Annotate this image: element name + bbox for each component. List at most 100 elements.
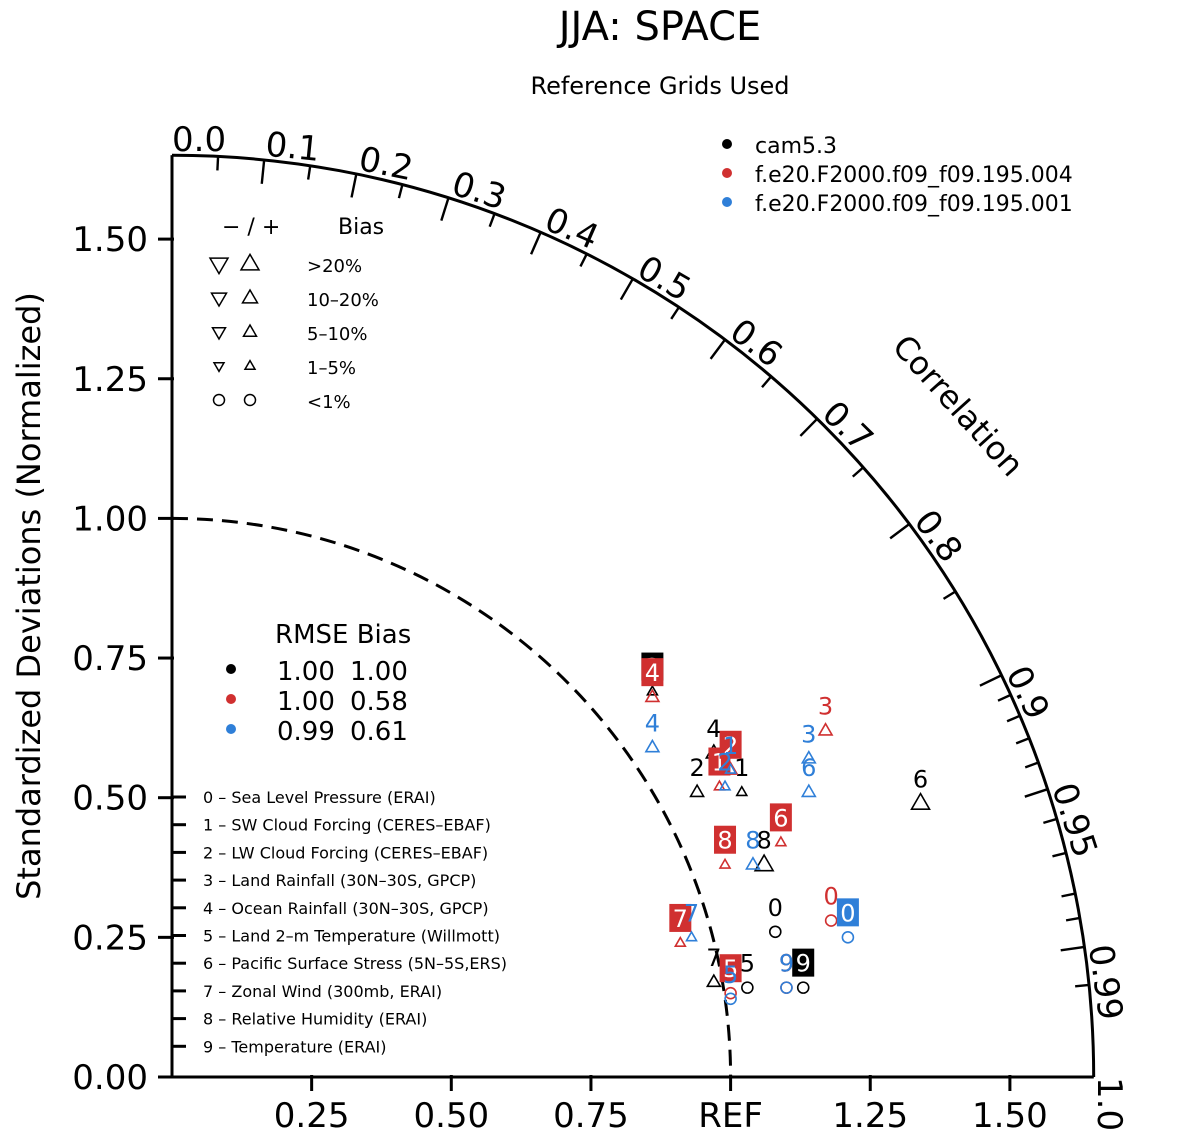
triangle-up-marker bbox=[243, 359, 257, 371]
bias-legend: − / + Bias >20% 10–20% 5–10% 1–5% <1% bbox=[208, 215, 384, 413]
data-point: 2 bbox=[717, 749, 733, 791]
bias-legend-row-label: >20% bbox=[307, 256, 362, 277]
correlation-tick-label: 0.2 bbox=[355, 139, 416, 189]
triangle-up-marker bbox=[673, 935, 687, 948]
data-point: 8 bbox=[714, 825, 737, 869]
triangle-up-marker bbox=[910, 792, 931, 811]
label-box bbox=[836, 898, 859, 927]
series-dot bbox=[722, 139, 732, 149]
bias-legend-signs: − / + bbox=[222, 215, 280, 240]
data-point: 9 bbox=[779, 950, 794, 994]
x-tick-label: 0.25 bbox=[274, 1096, 350, 1135]
point-label: 8 bbox=[756, 827, 771, 855]
triangle-up-marker bbox=[646, 684, 659, 696]
label-box bbox=[719, 954, 742, 983]
data-point: 3 bbox=[817, 693, 834, 736]
label-box bbox=[719, 730, 742, 759]
variable-list-item: 9 – Temperature (ERAI) bbox=[203, 1037, 387, 1056]
point-label: 4 bbox=[645, 659, 660, 687]
correlation-minor-tick bbox=[1024, 761, 1039, 769]
correlation-label: Correlation bbox=[885, 327, 1031, 484]
correlation-tick-label: 0.99 bbox=[1080, 942, 1130, 1023]
data-point: 6 bbox=[769, 803, 792, 847]
data-point: 4 bbox=[644, 709, 661, 753]
triangle-up-marker bbox=[724, 762, 737, 774]
stats-bias: 0.58 bbox=[350, 687, 408, 717]
triangle-up-marker bbox=[705, 973, 722, 988]
stats-bias: 1.00 bbox=[350, 657, 408, 687]
triangle-up-marker bbox=[753, 853, 775, 872]
series-name: cam5.3 bbox=[755, 134, 837, 159]
correlation-minor-tick bbox=[1052, 851, 1067, 858]
point-label: 4 bbox=[706, 715, 721, 743]
series-dot bbox=[226, 694, 236, 704]
correlation-tick bbox=[529, 231, 542, 255]
series-dot bbox=[226, 664, 236, 674]
x-tick-label: 1.25 bbox=[832, 1096, 908, 1135]
correlation-tick-label: 0.7 bbox=[814, 393, 881, 459]
point-label: 1 bbox=[734, 754, 749, 782]
circle-marker bbox=[841, 931, 855, 944]
point-label: 6 bbox=[773, 804, 788, 832]
circle-marker bbox=[768, 925, 782, 939]
data-point: 1 bbox=[734, 754, 749, 797]
point-label: 9 bbox=[796, 950, 811, 978]
data-point: 7 bbox=[669, 903, 692, 948]
x-tick-label: 0.50 bbox=[413, 1096, 489, 1135]
correlation-minor-tick bbox=[1043, 817, 1058, 824]
x-tick-label: REF bbox=[698, 1096, 763, 1135]
data-point: 8 bbox=[753, 827, 775, 872]
triangle-up-marker bbox=[718, 857, 732, 869]
data-points: 012345678901234567890123456789 bbox=[641, 652, 931, 1006]
circle-marker bbox=[724, 992, 737, 1006]
stats-rmse: 1.00 bbox=[277, 687, 335, 717]
y-tick-label: 1.50 bbox=[72, 220, 148, 260]
correlation-minor-tick bbox=[1061, 892, 1076, 898]
outer-arc bbox=[171, 153, 1096, 1078]
chart-subtitle: Reference Grids Used bbox=[530, 72, 789, 100]
correlation-tick bbox=[1024, 788, 1048, 798]
data-point: 8 bbox=[745, 827, 761, 870]
y-tick-label: 1.25 bbox=[72, 360, 148, 400]
triangle-up-marker bbox=[745, 856, 761, 870]
data-point: 0 bbox=[836, 898, 859, 944]
axes: 0.000.250.500.751.001.251.500.25 0.50 0.75… bbox=[72, 153, 1096, 1135]
data-point: 7 bbox=[705, 944, 722, 988]
point-label: 2 bbox=[723, 732, 738, 760]
point-label: 2 bbox=[689, 754, 704, 782]
label-box bbox=[641, 658, 664, 687]
variable-list-item: 7 – Zonal Wind (300mb, ERAI) bbox=[203, 982, 442, 1001]
label-box bbox=[669, 903, 692, 932]
label-box bbox=[792, 948, 815, 977]
correlation-minor-tick bbox=[216, 156, 220, 171]
data-point: 4 bbox=[641, 658, 664, 703]
correlation-tick-label: 0.8 bbox=[906, 503, 970, 570]
correlation-minor-tick bbox=[397, 184, 404, 199]
data-point: 5 bbox=[723, 961, 738, 1006]
correlation-minor-tick bbox=[670, 306, 680, 320]
correlation-tick bbox=[260, 159, 266, 184]
bias-legend-header: Bias bbox=[338, 215, 384, 240]
correlation-minor-tick bbox=[579, 253, 588, 267]
correlation-tick bbox=[889, 523, 911, 540]
triangle-up-marker bbox=[689, 783, 705, 798]
correlation-minor-tick bbox=[942, 590, 957, 600]
point-label: 9 bbox=[779, 950, 794, 978]
triangle-up-marker bbox=[644, 738, 661, 753]
series-legend: cam5.3 f.e20.F2000.f09_f09.195.004 f.e20.F… bbox=[722, 134, 1073, 217]
series-name: f.e20.F2000.f09_f09.195.004 bbox=[755, 163, 1073, 188]
correlation-tick bbox=[799, 417, 819, 437]
correlation-tick bbox=[619, 278, 634, 301]
y-axis-label: Standardized Deviations (Normalized) bbox=[10, 292, 48, 900]
circle-marker bbox=[724, 986, 737, 1000]
series-dot bbox=[722, 168, 732, 178]
correlation-tick bbox=[979, 674, 1003, 687]
series-dot bbox=[722, 197, 732, 207]
point-label: 8 bbox=[717, 827, 732, 855]
series-dot bbox=[226, 724, 236, 734]
point-label: 7 bbox=[684, 899, 699, 927]
triangle-down-marker bbox=[208, 257, 230, 276]
x-tick-label: 0.75 bbox=[553, 1096, 629, 1135]
correlation-tick bbox=[709, 338, 726, 360]
